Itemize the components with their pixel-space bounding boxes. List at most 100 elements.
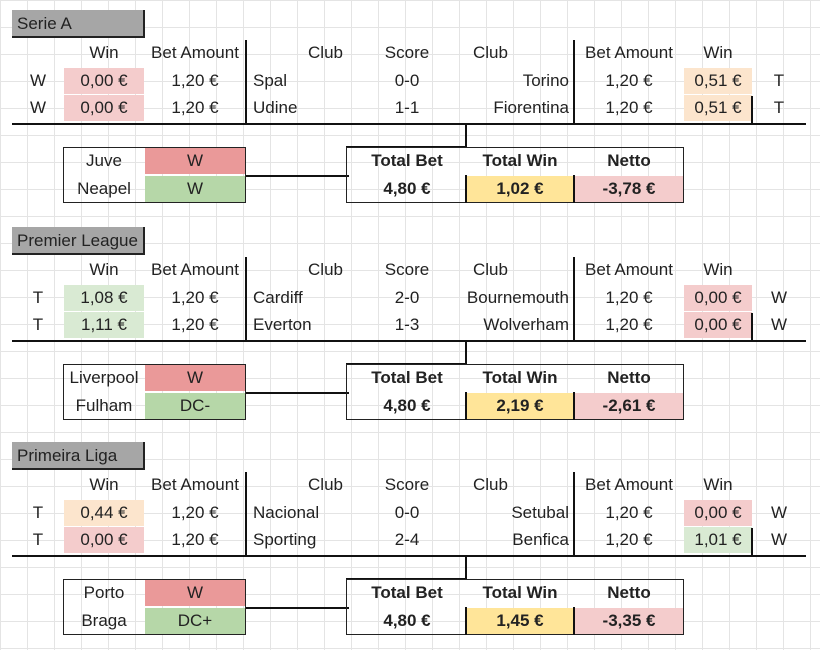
extra-team: Liverpool bbox=[69, 368, 139, 387]
match-bottom-line bbox=[12, 123, 806, 125]
match-tag-right: W bbox=[770, 288, 788, 307]
match-bet-left: 1,20 € bbox=[171, 503, 219, 522]
match-bet-left: 1,20 € bbox=[171, 530, 219, 549]
match-win-right: 0,00 € bbox=[684, 312, 752, 338]
connector-line bbox=[245, 175, 349, 177]
col-header-win-left: Win bbox=[89, 43, 119, 62]
col-header-club-home: Club bbox=[308, 43, 343, 62]
league-title: Primeira Liga bbox=[12, 442, 145, 470]
match-tag-left: T bbox=[32, 315, 44, 334]
match-bet-left: 1,20 € bbox=[171, 315, 219, 334]
totals-box bbox=[346, 147, 684, 203]
match-home-club: Nacional bbox=[253, 503, 320, 522]
match-home-club: Cardiff bbox=[253, 288, 303, 307]
col-header-club-home: Club bbox=[308, 475, 343, 494]
netto-value: -2,61 € bbox=[575, 393, 683, 419]
match-win-left: 0,00 € bbox=[64, 527, 144, 553]
match-home-club: Udine bbox=[253, 98, 298, 117]
col-header-win-left: Win bbox=[89, 260, 119, 279]
extra-result: W bbox=[145, 176, 245, 202]
match-score: 2-0 bbox=[394, 288, 420, 307]
totals-divider bbox=[573, 175, 575, 203]
league-section: Primeira Liga Win Bet Amount Club Score … bbox=[0, 442, 820, 652]
totals-divider bbox=[573, 392, 575, 420]
match-win-left: 1,08 € bbox=[64, 285, 144, 311]
match-win-left: 0,44 € bbox=[64, 500, 144, 526]
match-score: 1-3 bbox=[394, 315, 420, 334]
league-section: Premier League Win Bet Amount Club Score… bbox=[0, 227, 820, 437]
match-win-left: 1,11 € bbox=[64, 312, 144, 338]
league-section: Serie A Win Bet Amount Club Score Club B… bbox=[0, 10, 820, 220]
col-header-win-right: Win bbox=[703, 260, 733, 279]
match-score: 0-0 bbox=[394, 503, 420, 522]
match-away-club: Setubal bbox=[511, 503, 569, 522]
totals-box bbox=[346, 364, 684, 420]
match-bet-right: 1,20 € bbox=[605, 503, 653, 522]
match-away-club: Fiorentina bbox=[493, 98, 569, 117]
connector-line bbox=[245, 392, 349, 394]
totals-divider bbox=[573, 607, 575, 635]
totals-divider bbox=[465, 175, 467, 203]
extra-result: W bbox=[145, 365, 245, 391]
col-header-bet-left: Bet Amount bbox=[151, 43, 239, 62]
col-header-club-home: Club bbox=[308, 260, 343, 279]
extra-team: Fulham bbox=[75, 396, 133, 415]
col-header-win-right: Win bbox=[703, 475, 733, 494]
league-title: Serie A bbox=[12, 10, 145, 38]
extra-bets-box bbox=[63, 147, 246, 203]
match-bet-right: 1,20 € bbox=[605, 98, 653, 117]
match-bet-right: 1,20 € bbox=[605, 71, 653, 90]
totals-box bbox=[346, 579, 684, 635]
total-bet-header: Total Bet bbox=[371, 368, 443, 387]
col-header-bet-left: Bet Amount bbox=[151, 260, 239, 279]
match-separator-line bbox=[245, 257, 247, 341]
col-header-bet-right: Bet Amount bbox=[585, 475, 673, 494]
total-bet-value: 4,80 € bbox=[383, 179, 431, 198]
match-bet-left: 1,20 € bbox=[171, 288, 219, 307]
match-tag-left: T bbox=[32, 530, 44, 549]
col-header-club-away: Club bbox=[473, 43, 508, 62]
match-separator-line bbox=[751, 96, 753, 124]
col-header-win-right: Win bbox=[703, 43, 733, 62]
total-bet-value: 4,80 € bbox=[383, 611, 431, 630]
match-score: 2-4 bbox=[394, 530, 420, 549]
netto-header: Netto bbox=[607, 368, 651, 387]
match-bet-right: 1,20 € bbox=[605, 315, 653, 334]
extra-result: DC+ bbox=[145, 608, 245, 634]
match-away-club: Torino bbox=[522, 71, 569, 90]
match-away-club: Bournemouth bbox=[466, 288, 569, 307]
extra-team: Porto bbox=[83, 583, 125, 602]
match-win-right: 0,00 € bbox=[684, 285, 752, 311]
total-bet-header: Total Bet bbox=[371, 151, 443, 170]
col-header-score: Score bbox=[384, 260, 430, 279]
match-tag-right: W bbox=[770, 530, 788, 549]
match-score: 1-1 bbox=[394, 98, 420, 117]
connector-line bbox=[465, 123, 467, 148]
match-home-club: Spal bbox=[253, 71, 288, 90]
totals-divider bbox=[465, 607, 467, 635]
match-win-right: 0,51 € bbox=[684, 68, 752, 94]
total-win-header: Total Win bbox=[482, 368, 558, 387]
match-bottom-line bbox=[12, 340, 806, 342]
match-tag-left: T bbox=[32, 503, 44, 522]
col-header-bet-right: Bet Amount bbox=[585, 43, 673, 62]
netto-header: Netto bbox=[607, 583, 651, 602]
match-tag-left: W bbox=[29, 98, 47, 117]
extra-bets-box bbox=[63, 579, 246, 635]
match-bet-left: 1,20 € bbox=[171, 71, 219, 90]
total-win-value: 2,19 € bbox=[467, 393, 573, 419]
extra-team: Braga bbox=[81, 611, 127, 630]
match-bet-right: 1,20 € bbox=[605, 288, 653, 307]
extra-bets-box bbox=[63, 364, 246, 420]
match-separator-line bbox=[573, 472, 575, 556]
match-separator-line bbox=[573, 257, 575, 341]
col-header-score: Score bbox=[384, 475, 430, 494]
col-header-win-left: Win bbox=[89, 475, 119, 494]
match-win-left: 0,00 € bbox=[64, 68, 144, 94]
connector-line bbox=[465, 340, 467, 365]
col-header-bet-right: Bet Amount bbox=[585, 260, 673, 279]
connector-line bbox=[245, 607, 349, 609]
match-separator-line bbox=[245, 472, 247, 556]
col-header-club-away: Club bbox=[473, 475, 508, 494]
match-home-club: Everton bbox=[253, 315, 312, 334]
